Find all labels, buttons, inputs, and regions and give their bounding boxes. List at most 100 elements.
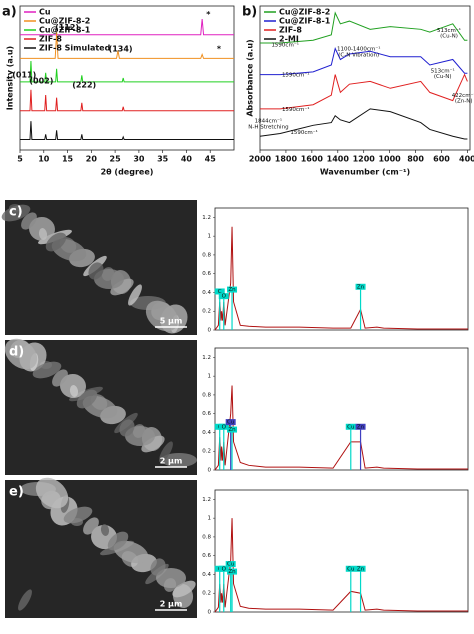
annotation: 1590cm⁻¹ xyxy=(271,41,299,48)
y-tick-label: 0.8 xyxy=(202,534,211,540)
y-tick-label: 0 xyxy=(208,328,212,334)
panel-label: a) xyxy=(2,5,17,20)
annotation: 1590cm⁻¹ xyxy=(290,129,318,136)
y-tick-label: 0.4 xyxy=(202,430,211,436)
y-tick-label: 1.2 xyxy=(202,355,211,361)
y-tick-label: 0.8 xyxy=(202,392,211,398)
peak-label: Zn xyxy=(357,566,365,572)
legend-label: Cu@ZIF-8-2 xyxy=(279,8,330,17)
x-tick-label: 2000 xyxy=(249,155,272,164)
annotation: 1590cm⁻¹ xyxy=(282,72,310,79)
legend-label: ZIF-8 Simulated xyxy=(39,44,111,53)
peak-tag xyxy=(218,293,229,300)
x-axis-label: Wavenumber (cm⁻¹) xyxy=(320,168,410,177)
sem-image xyxy=(5,480,197,618)
y-tick-label: 1.2 xyxy=(202,497,211,503)
series-line xyxy=(214,226,468,331)
x-tick-label: 400 xyxy=(459,155,474,164)
sem-particle xyxy=(83,517,99,535)
scale-bar-label: 2 µm xyxy=(160,600,183,609)
plot-frame xyxy=(19,5,235,151)
peak-tag xyxy=(355,423,366,430)
legend-label: Cu@ZIF-8-2 xyxy=(39,17,90,26)
sem-particle xyxy=(45,232,67,252)
peak-tag xyxy=(355,565,366,572)
y-tick-label: 0.6 xyxy=(202,271,211,277)
series-line xyxy=(20,121,234,141)
x-tick-label: 10 xyxy=(38,155,50,164)
peak-label: Zn xyxy=(357,284,365,290)
peak-label: Cu xyxy=(227,562,234,568)
sem-particle xyxy=(21,212,37,230)
x-axis-label: 2θ (degree) xyxy=(101,168,154,177)
legend-label: ZIF-8 xyxy=(279,26,302,35)
x-tick-label: 1200 xyxy=(353,155,376,164)
sem-particle xyxy=(172,580,196,598)
y-tick-label: 0.6 xyxy=(202,553,211,559)
y-tick-label: 1 xyxy=(208,234,212,240)
x-tick-label: 1600 xyxy=(301,155,324,164)
sem-particle xyxy=(88,262,104,280)
annotation: (134) xyxy=(109,45,133,54)
x-tick-label: 15 xyxy=(62,155,74,164)
sem-particle xyxy=(18,589,32,611)
plot-frame xyxy=(214,347,469,471)
y-tick-label: 0.4 xyxy=(202,572,211,578)
annotation: 422cm⁻¹ xyxy=(452,92,474,99)
y-tick-label: 0.2 xyxy=(202,309,211,315)
annotation: (Cu-N) xyxy=(434,74,452,80)
legend-label: Cu@ZIF-8-1 xyxy=(39,26,91,35)
series-line xyxy=(260,73,468,110)
peak-label: C xyxy=(218,289,222,295)
x-tick-label: 20 xyxy=(86,155,98,164)
annotation: (112) xyxy=(55,23,79,32)
peak-tag xyxy=(227,426,238,433)
annotation: * xyxy=(217,45,222,54)
peak-tag xyxy=(355,283,366,290)
peak-tag xyxy=(214,288,225,295)
y-tick-label: 0 xyxy=(208,610,212,616)
annotation: 513cm⁻¹ xyxy=(437,27,461,34)
peak-label: Cu xyxy=(227,420,234,426)
sem-particle xyxy=(32,361,62,379)
y-tick-label: 0.8 xyxy=(202,252,211,258)
x-tick-label: 800 xyxy=(407,155,424,164)
x-tick-label: 600 xyxy=(433,155,450,164)
sem-particle xyxy=(38,228,48,240)
sem-particle xyxy=(110,278,134,296)
y-tick-label: 0 xyxy=(208,468,212,474)
x-tick-label: 35 xyxy=(157,155,169,164)
legend-label: Cu xyxy=(39,8,51,17)
panel-label: d) xyxy=(9,345,24,360)
peak-label: O xyxy=(222,566,227,572)
x-tick-label: 45 xyxy=(205,155,217,164)
peak-label: O xyxy=(222,424,227,430)
plot-frame xyxy=(214,489,469,613)
annotation: (011) xyxy=(12,71,36,80)
y-tick-label: 1 xyxy=(208,516,212,522)
sem-particle xyxy=(63,506,93,524)
peak-label: Zn xyxy=(228,287,236,293)
series-line xyxy=(259,108,468,140)
annotation: (C-N Vibration) xyxy=(338,52,379,58)
x-tick-label: 5 xyxy=(17,155,23,164)
sem-particle xyxy=(100,524,110,536)
x-tick-label: 40 xyxy=(181,155,193,164)
x-tick-label: 1000 xyxy=(378,155,401,164)
series-line xyxy=(260,47,468,76)
scale-bar-label: 2 µm xyxy=(160,457,183,466)
peak-tag xyxy=(225,419,236,426)
peak-tag xyxy=(227,286,238,293)
peak-label: Zn xyxy=(228,427,236,433)
scale-bar-label: 5 µm xyxy=(160,317,183,326)
y-tick-label: 1 xyxy=(208,374,212,380)
y-tick-label: 0.4 xyxy=(202,290,211,296)
panel-label: e) xyxy=(9,485,24,500)
plot-frame xyxy=(214,207,469,331)
sem-particle xyxy=(1,204,31,222)
y-tick-label: 0.6 xyxy=(202,411,211,417)
peak-label: Cu xyxy=(347,424,354,430)
y-tick-label: 0.2 xyxy=(202,591,211,597)
peak-tag xyxy=(225,561,236,568)
peak-label: Zn xyxy=(357,424,365,430)
